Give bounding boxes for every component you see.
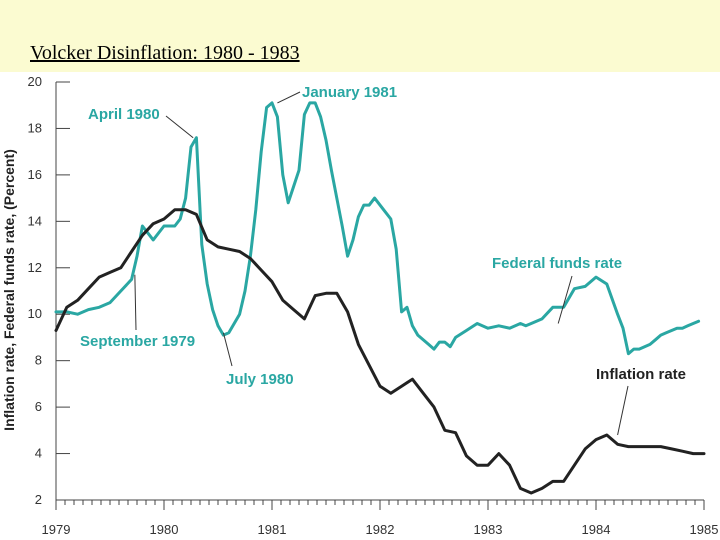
- annotation-federal-funds-rate-leader: [557, 275, 573, 324]
- chart-series: [54, 101, 706, 495]
- y-axis-label: Inflation rate, Federal funds rate, (Per…: [1, 149, 17, 431]
- x-tick-label: 1984: [582, 522, 611, 537]
- y-tick-label: 20: [28, 74, 42, 89]
- x-tick-label: 1983: [474, 522, 503, 537]
- y-tick-label: 6: [35, 399, 42, 414]
- fed-funds-rate-line: [54, 101, 701, 356]
- annotation-inflation-rate: Inflation rate: [596, 366, 686, 383]
- chart-annotations: April 1980 January 1981 September 1979 July…: [80, 84, 686, 436]
- annotation-september-1979-leader: [134, 274, 137, 331]
- annotation-july-1980: July 1980: [226, 371, 294, 388]
- x-tick-label: 1980: [150, 522, 179, 537]
- annotation-federal-funds-rate: Federal funds rate: [492, 255, 622, 272]
- y-tick-label: 14: [28, 213, 42, 228]
- title-banner: [0, 0, 720, 72]
- annotation-april-1980: April 1980: [88, 106, 160, 123]
- annotation-september-1979: September 1979: [80, 333, 195, 350]
- annotation-inflation-rate-leader: [617, 385, 629, 436]
- x-tick-label: 1985: [690, 522, 719, 537]
- y-tick-label: 10: [28, 306, 42, 321]
- inflation-rate-line: [54, 208, 706, 495]
- y-tick-label: 16: [28, 167, 42, 182]
- y-tick-label: 12: [28, 260, 42, 275]
- x-tick-label: 1979: [42, 522, 71, 537]
- x-tick-label: 1981: [258, 522, 287, 537]
- annotation-april-1980-leader: [165, 115, 194, 139]
- annotation-january-1981: January 1981: [302, 84, 397, 101]
- y-tick-label: 2: [35, 492, 42, 507]
- y-tick-label: 8: [35, 353, 42, 368]
- y-tick-label: 18: [28, 120, 42, 135]
- annotation-july-1980-leader: [222, 332, 233, 367]
- annotation-january-1981-leader: [277, 91, 301, 104]
- x-tick-label: 1982: [366, 522, 395, 537]
- slide-title: Volcker Disinflation: 1980 - 1983: [30, 42, 300, 64]
- y-tick-label: 4: [35, 446, 42, 461]
